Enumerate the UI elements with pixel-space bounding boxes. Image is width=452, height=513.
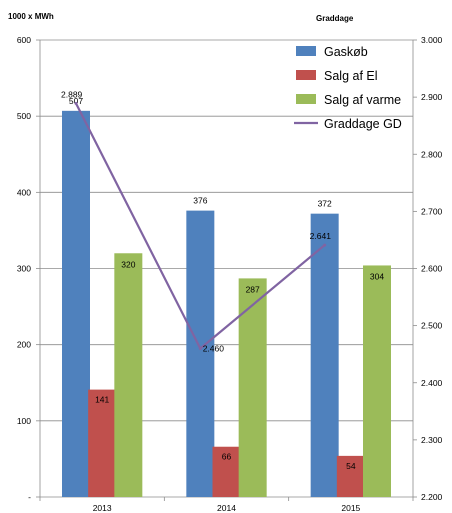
bar-salg-af-varme	[238, 278, 267, 497]
bar-data-label: 304	[370, 271, 384, 281]
bar-data-label: 54	[346, 461, 356, 471]
bar-data-label: 376	[193, 196, 207, 206]
right-tick-label: 2.300	[421, 435, 443, 445]
right-tick-label: 2.900	[421, 92, 443, 102]
left-tick-label: 600	[17, 35, 31, 45]
line-data-label: 2.641	[310, 231, 332, 241]
line-point	[198, 346, 202, 350]
legend-label: Salg af varme	[324, 93, 401, 107]
bar-data-label: 287	[246, 284, 260, 294]
legend-label: Salg af El	[324, 69, 378, 83]
x-tick-label: 2015	[341, 503, 360, 513]
bar-salg-af-el	[336, 455, 365, 497]
legend-swatch	[296, 46, 316, 56]
line-data-label: 2.889	[61, 89, 83, 99]
x-tick-label: 2014	[217, 503, 236, 513]
right-tick-label: 2.400	[421, 378, 443, 388]
bar-data-label: 141	[95, 395, 109, 405]
right-axis-unit-label: Graddage	[316, 14, 354, 23]
bar-salg-af-varme	[363, 265, 391, 497]
line-point	[74, 101, 78, 105]
legend-swatch	[296, 70, 316, 80]
bar-data-label: 66	[222, 452, 232, 462]
bar-data-label: 320	[121, 259, 135, 269]
right-tick-label: 2.200	[421, 492, 443, 502]
right-tick-label: 2.700	[421, 206, 443, 216]
bar-gaskøb	[186, 210, 215, 497]
bar-salg-af-varme	[114, 253, 143, 497]
legend-swatch	[296, 94, 316, 104]
left-tick-label: 400	[17, 187, 31, 197]
legend-label: Gaskøb	[324, 45, 368, 59]
right-tick-label: 2.800	[421, 149, 443, 159]
left-tick-label: 300	[17, 264, 31, 274]
legend-label: Graddage GD	[324, 117, 402, 131]
right-tick-label: 3.000	[421, 35, 443, 45]
bar-data-label: 507	[69, 96, 83, 106]
right-tick-label: 2.600	[421, 264, 443, 274]
left-tick-label: -	[28, 492, 31, 502]
left-axis-unit-label: 1000 x MWh	[8, 12, 54, 21]
x-tick-label: 2013	[93, 503, 112, 513]
line-data-label: 2.460	[203, 343, 225, 353]
left-tick-label: 200	[17, 340, 31, 350]
bar-data-label: 372	[318, 199, 332, 209]
bar-salg-af-el	[212, 446, 241, 497]
bar-gaskøb	[62, 110, 90, 498]
left-tick-label: 500	[17, 111, 31, 121]
bar-salg-af-el	[88, 389, 117, 497]
bar-gaskøb	[310, 213, 339, 497]
right-tick-label: 2.500	[421, 321, 443, 331]
line-point	[323, 243, 327, 247]
left-tick-label: 100	[17, 416, 31, 426]
